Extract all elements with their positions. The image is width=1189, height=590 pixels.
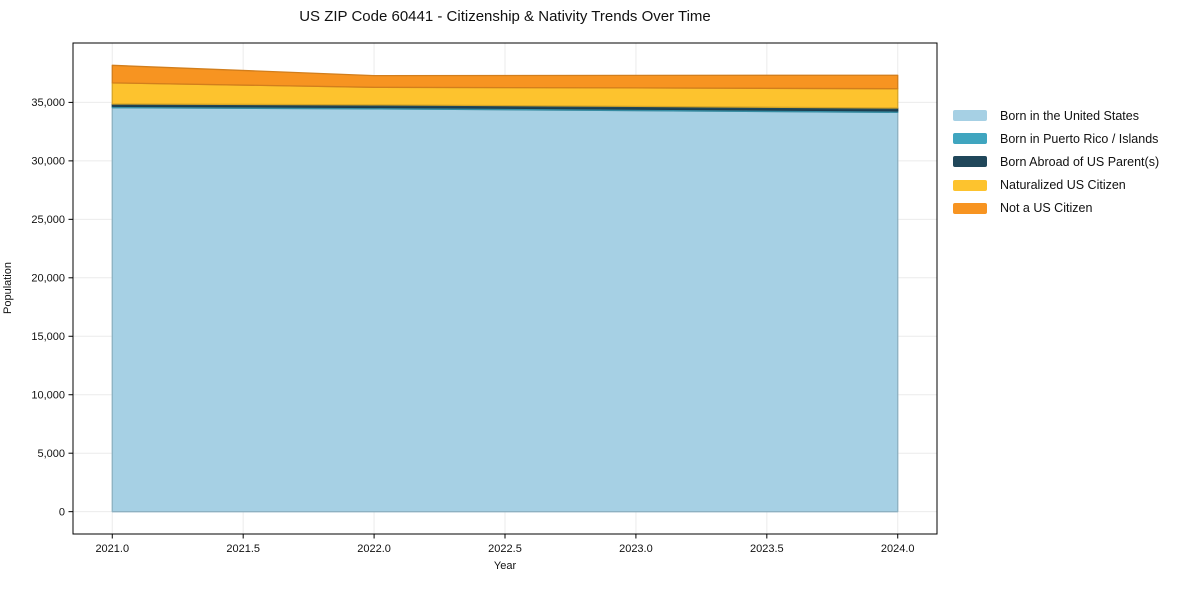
y-tick-label: 10,000 bbox=[31, 390, 65, 402]
chart-title: US ZIP Code 60441 - Citizenship & Nativi… bbox=[299, 8, 711, 25]
x-tick-label: 2024.0 bbox=[881, 543, 915, 555]
y-tick-label: 25,000 bbox=[31, 214, 65, 226]
legend-label: Born in the United States bbox=[1000, 108, 1139, 123]
y-tick-label: 35,000 bbox=[31, 97, 65, 109]
legend-entry: Naturalized US Citizen bbox=[953, 174, 1159, 197]
legend-swatch bbox=[953, 179, 987, 191]
legend-entry: Born in Puerto Rico / Islands bbox=[953, 127, 1159, 150]
x-tick-label: 2022.5 bbox=[488, 543, 522, 555]
x-tick-label: 2021.5 bbox=[226, 543, 260, 555]
x-tick-label: 2021.0 bbox=[95, 543, 129, 555]
legend-entry: Born in the United States bbox=[953, 104, 1159, 127]
x-tick-label: 2022.0 bbox=[357, 543, 391, 555]
legend-swatch bbox=[953, 202, 987, 214]
legend-label: Born in Puerto Rico / Islands bbox=[1000, 131, 1159, 146]
legend-entry: Not a US Citizen bbox=[953, 197, 1159, 220]
y-tick-label: 5,000 bbox=[37, 448, 65, 460]
y-tick-label: 20,000 bbox=[31, 273, 65, 285]
legend-entry: Born Abroad of US Parent(s) bbox=[953, 150, 1159, 173]
y-axis-label: Population bbox=[2, 262, 14, 314]
legend-swatch bbox=[953, 133, 987, 145]
y-tick-label: 15,000 bbox=[31, 331, 65, 343]
legend-label: Naturalized US Citizen bbox=[1000, 178, 1126, 193]
x-axis-label: Year bbox=[493, 560, 517, 572]
area-series bbox=[111, 107, 899, 513]
legend-label: Born Abroad of US Parent(s) bbox=[1000, 154, 1160, 169]
legend-label: Not a US Citizen bbox=[1000, 201, 1093, 216]
legend-swatch bbox=[953, 110, 987, 122]
y-tick-label: 0 bbox=[59, 506, 65, 518]
y-tick-label: 30,000 bbox=[31, 156, 65, 168]
area-series bbox=[111, 64, 899, 90]
legend: Born in the United States Born in Puerto … bbox=[953, 104, 1159, 220]
legend-swatch bbox=[953, 156, 987, 168]
x-tick-label: 2023.0 bbox=[619, 543, 653, 555]
x-tick-label: 2023.5 bbox=[750, 543, 784, 555]
